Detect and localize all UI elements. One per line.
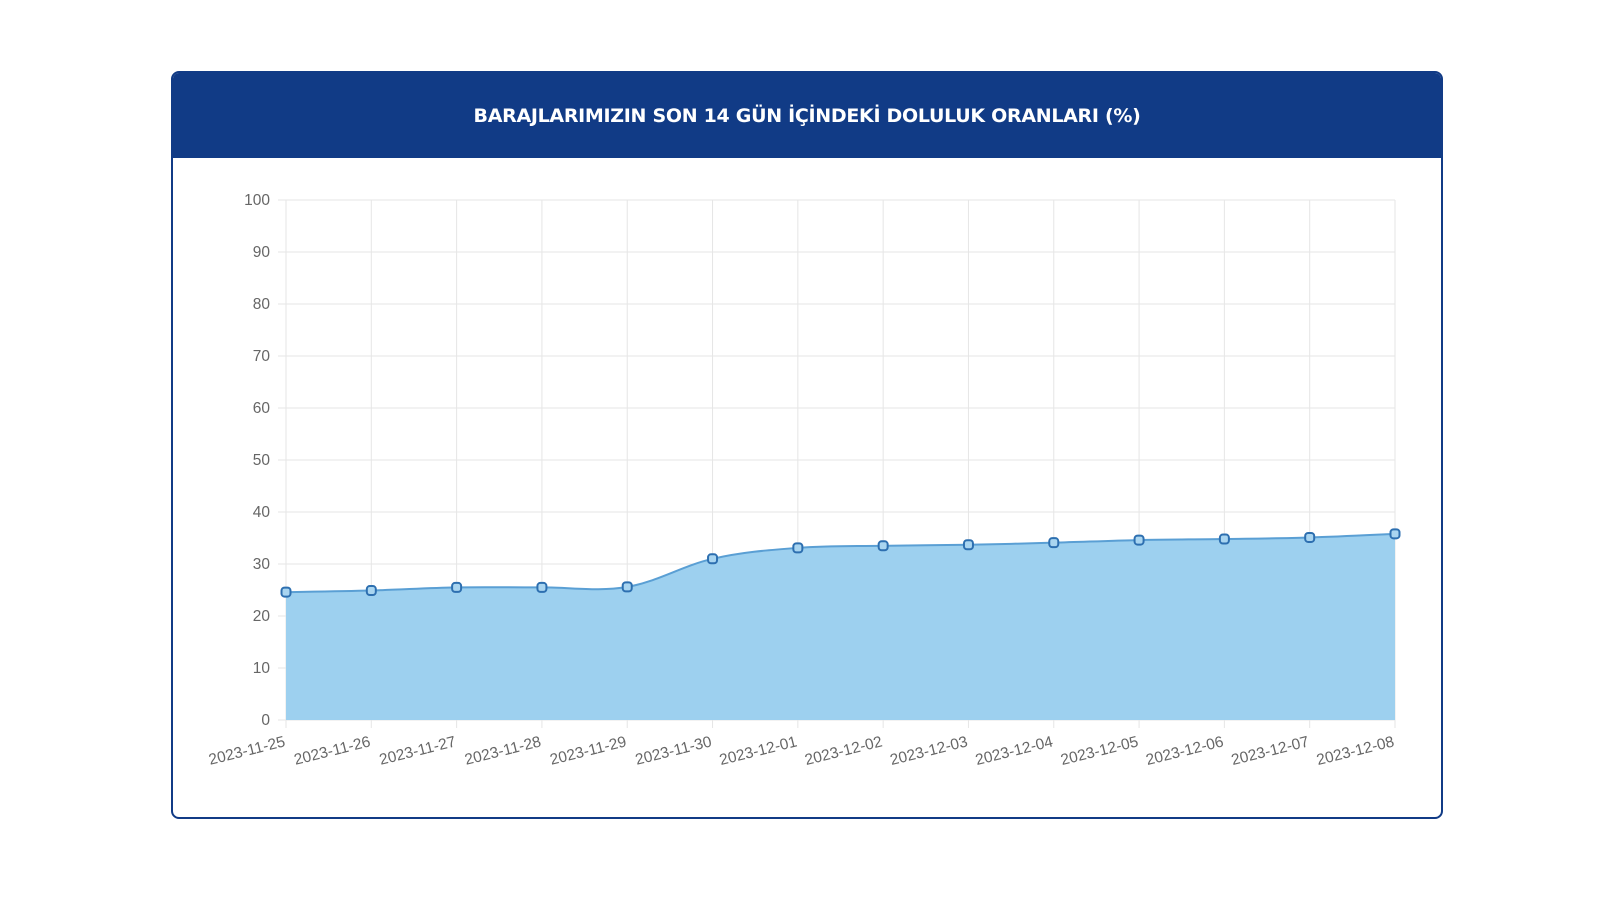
y-tick-label: 30 xyxy=(253,556,271,573)
y-tick-label: 40 xyxy=(253,504,271,521)
data-point[interactable] xyxy=(365,585,377,597)
x-tick-label: 2023-11-28 xyxy=(463,733,543,768)
data-point[interactable] xyxy=(1133,534,1145,546)
chart-title: BARAJLARIMIZIN SON 14 GÜN İÇİNDEKİ DOLUL… xyxy=(473,104,1141,127)
y-tick-label: 90 xyxy=(253,244,271,261)
x-tick-label: 2023-12-05 xyxy=(1059,733,1140,769)
point-layer xyxy=(280,528,1401,598)
y-tick-label: 10 xyxy=(253,660,271,677)
y-tick-label: 60 xyxy=(253,400,271,417)
x-tick-label: 2023-11-25 xyxy=(207,733,287,768)
data-point[interactable] xyxy=(877,540,889,552)
y-axis-ticks: 0 10 20 30 40 50 60 70 80 90 100 xyxy=(244,192,270,729)
data-point[interactable] xyxy=(280,586,292,598)
x-tick-label: 2023-11-27 xyxy=(378,733,458,768)
y-tick-label: 80 xyxy=(253,296,271,313)
series-line xyxy=(285,532,1396,594)
y-tick-label: 70 xyxy=(253,348,271,365)
data-point[interactable] xyxy=(451,581,463,593)
x-tick-label: 2023-12-01 xyxy=(718,733,799,769)
data-point[interactable] xyxy=(621,581,633,593)
x-tick-label: 2023-12-02 xyxy=(803,733,884,769)
y-tick-label: 100 xyxy=(244,192,270,209)
x-tick-label: 2023-11-26 xyxy=(292,733,372,768)
x-tick-label: 2023-12-08 xyxy=(1315,733,1396,769)
x-tick-label: 2023-12-04 xyxy=(974,733,1055,769)
x-tick-label: 2023-11-30 xyxy=(634,733,714,768)
series-area xyxy=(286,533,1395,720)
data-point[interactable] xyxy=(962,539,974,551)
data-point[interactable] xyxy=(1218,533,1230,545)
data-point[interactable] xyxy=(536,581,548,593)
data-point[interactable] xyxy=(792,542,804,554)
data-point[interactable] xyxy=(1048,537,1060,549)
area-layer xyxy=(285,532,1396,720)
y-tick-label: 0 xyxy=(261,712,270,729)
data-point[interactable] xyxy=(707,553,719,565)
x-tick-label: 2023-12-06 xyxy=(1144,733,1225,769)
x-axis-ticks: 2023-11-25 2023-11-26 2023-11-27 2023-11-28… xyxy=(207,733,1396,769)
data-point[interactable] xyxy=(1389,528,1401,540)
y-tick-label: 50 xyxy=(253,452,271,469)
x-tick-label: 2023-12-07 xyxy=(1230,733,1311,769)
x-tick-label: 2023-11-29 xyxy=(548,733,628,768)
x-tick-label: 2023-12-03 xyxy=(888,733,969,769)
y-tick-label: 20 xyxy=(253,608,271,625)
data-point[interactable] xyxy=(1304,531,1316,543)
card-header: BARAJLARIMIZIN SON 14 GÜN İÇİNDEKİ DOLUL… xyxy=(173,73,1441,158)
